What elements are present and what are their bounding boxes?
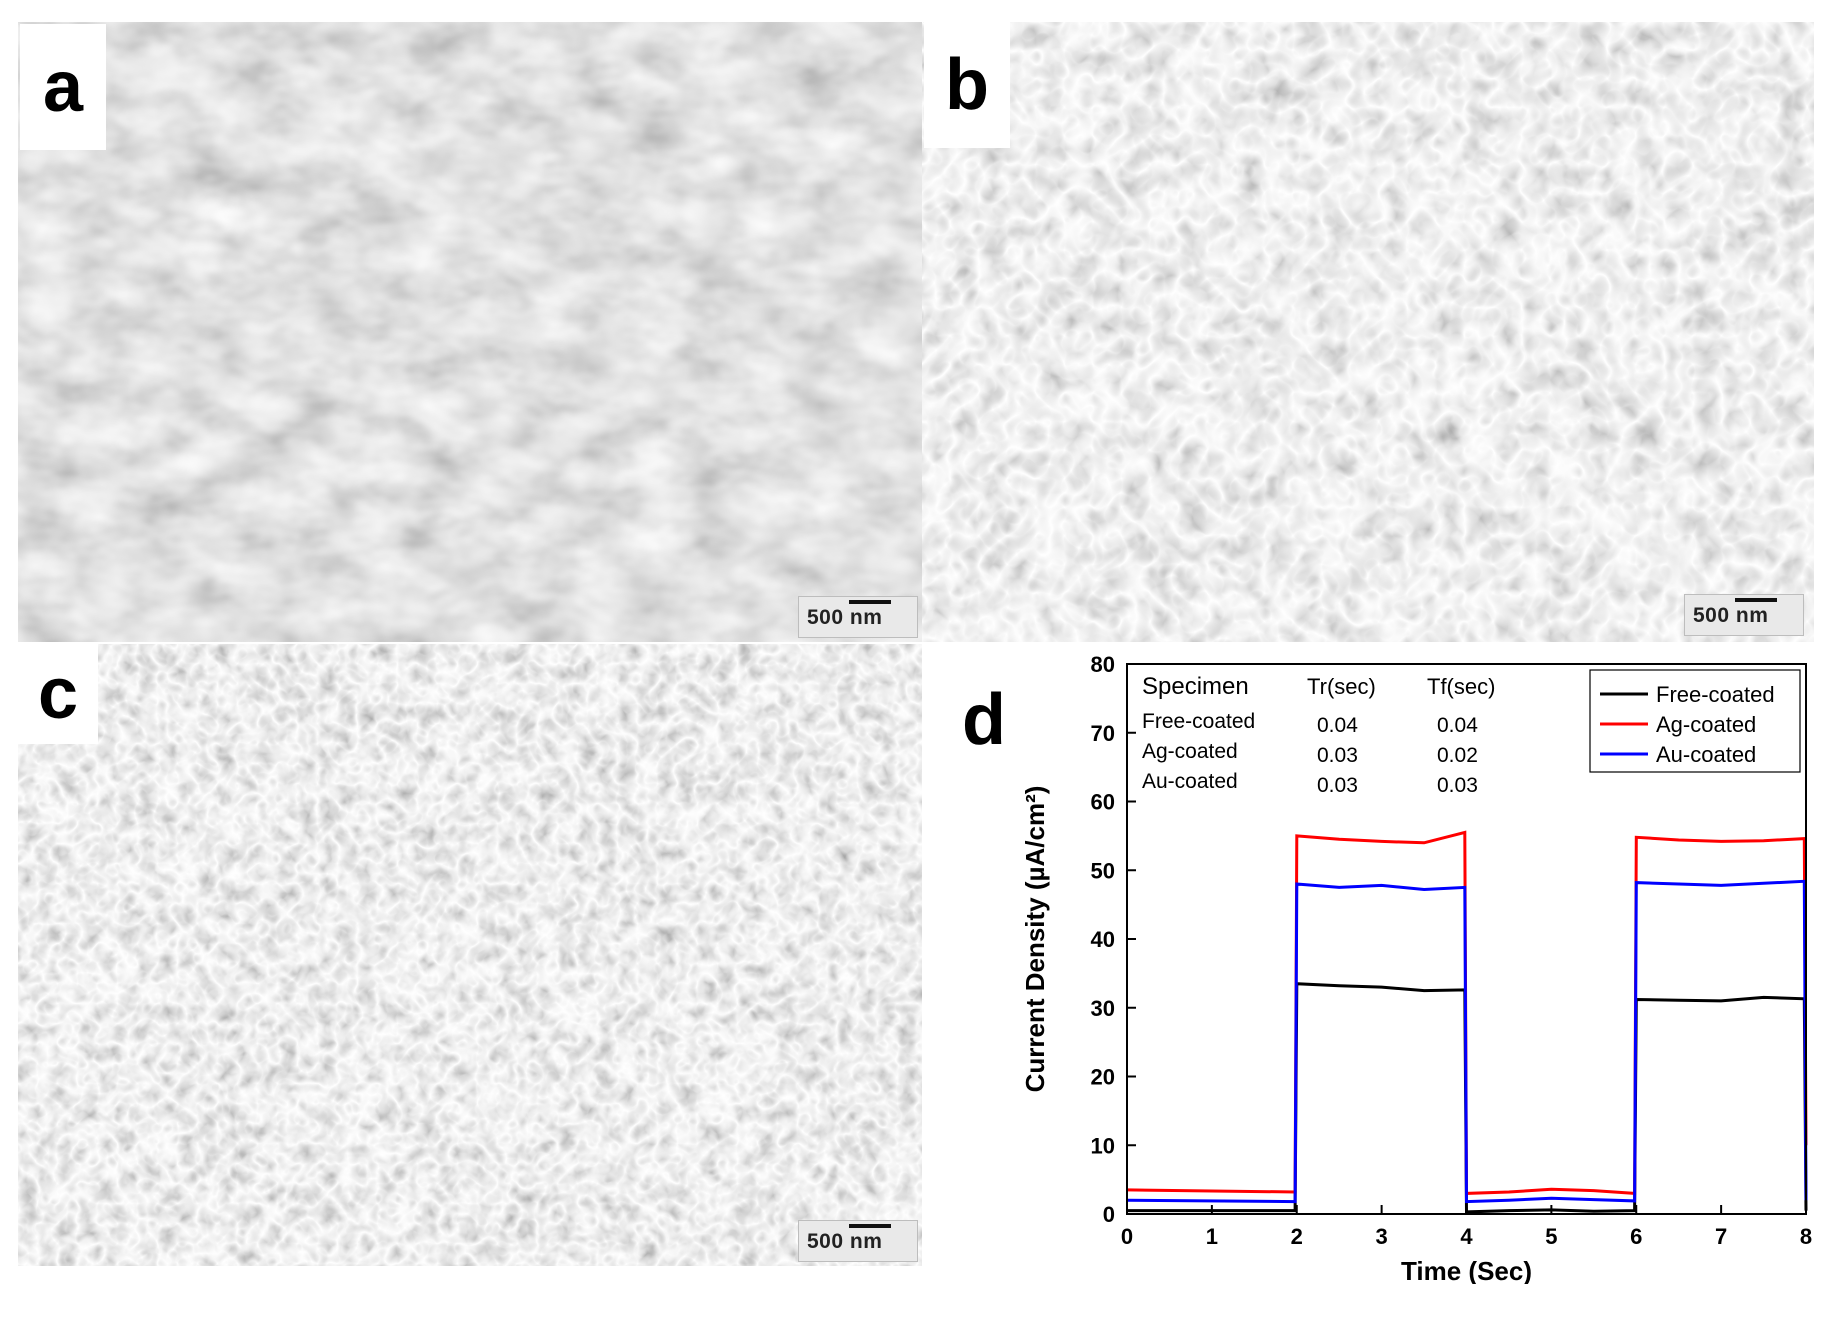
series-line-free-coated [1127,982,1808,1214]
x-tick-label: 1 [1206,1224,1218,1249]
inset-table-cell: 0.03 [1317,744,1358,767]
x-tick-label: 5 [1545,1224,1557,1249]
inset-table-cell: Ag-coated [1142,740,1238,763]
y-tick-label: 80 [1091,652,1115,677]
inset-table-cell: 0.03 [1317,774,1358,797]
inset-table-header: Tf(sec) [1427,674,1495,699]
legend-entry: Free-coated [1656,682,1775,707]
sem-panel-b: b 500 nm [922,22,1814,642]
chart-panel-d: d 0 1 2 3 4 5 6 7 8 0 10 20 30 40 50 60 70 80 Time (Sec) Cu… [922,644,1814,1284]
y-tick-label: 60 [1091,790,1115,815]
inset-table-cell: Au-coated [1142,770,1238,793]
inset-table-cell: 0.04 [1437,714,1478,737]
panel-label-a: a [20,24,106,150]
inset-table-cell: 0.04 [1317,714,1358,737]
series-line-ag-coated [1126,830,1808,1196]
legend-entry: Ag-coated [1656,712,1756,737]
scale-bar-b: 500 nm [1684,594,1804,636]
x-tick-label: 3 [1376,1224,1388,1249]
inset-table-header: Specimen [1142,673,1249,700]
y-tick-label: 70 [1091,721,1115,746]
panel-label-d: d [944,680,1024,760]
y-axis-label: Current Density (µA/cm²) [1020,786,1050,1093]
x-tick-label: 7 [1715,1224,1727,1249]
panel-label-c: c [18,644,98,744]
sem-micrograph-c [18,644,922,1266]
y-tick-label: 20 [1091,1065,1115,1090]
inset-table-cell: Free-coated [1142,710,1255,733]
scale-bar-label-c: 500 nm [807,1230,883,1253]
x-tick-label: 0 [1121,1224,1133,1249]
legend-entry: Au-coated [1656,742,1756,767]
legend-box [1589,669,1801,773]
series-line-au-coated [1126,879,1808,1204]
inset-table-header: Tr(sec) [1307,674,1376,699]
sem-panel-a: a 500 nm [18,22,922,642]
scale-bar-a: 500 nm [798,596,918,638]
x-tick-label: 8 [1800,1224,1812,1249]
scale-bar-c: 500 nm [798,1220,918,1262]
y-tick-label: 40 [1091,927,1115,952]
y-tick-label: 50 [1091,858,1115,883]
scale-bar-label-b: 500 nm [1693,604,1769,627]
y-tick-label: 30 [1091,996,1115,1021]
y-tick-label: 10 [1091,1133,1115,1158]
sem-micrograph-b [922,22,1814,642]
sem-panel-c: c 500 nm [18,644,922,1266]
panel-label-b: b [924,22,1010,148]
x-axis-label: Time (Sec) [1401,1256,1532,1284]
x-tick-label: 4 [1460,1224,1473,1249]
x-tick-label: 6 [1630,1224,1642,1249]
y-tick-label: 0 [1103,1202,1115,1227]
inset-table-cell: 0.03 [1437,774,1478,797]
scale-bar-label-a: 500 nm [807,606,883,629]
inset-table-cell: 0.02 [1437,744,1478,767]
sem-micrograph-a [18,22,922,642]
x-tick-label: 2 [1291,1224,1303,1249]
